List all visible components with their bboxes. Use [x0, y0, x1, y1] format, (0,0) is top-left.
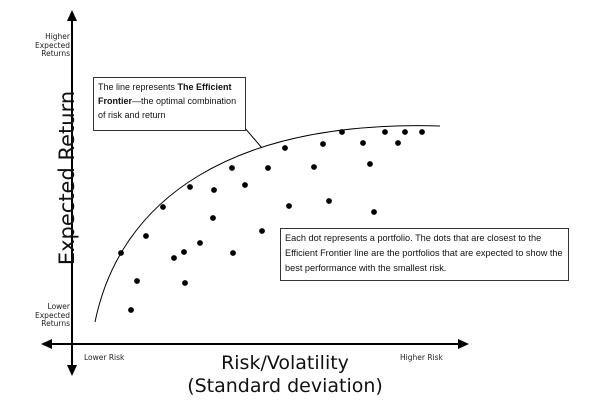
portfolio-dot: [230, 250, 236, 256]
portfolio-dot: [265, 165, 271, 171]
dots-callout: Each dot represents a portfolio. The dot…: [280, 228, 569, 281]
frontier-callout: The line represents The Efficient Fronti…: [93, 77, 246, 131]
portfolio-dot: [282, 145, 288, 151]
frontier-callout-prefix: The line represents: [98, 82, 178, 92]
portfolio-dot: [197, 240, 203, 246]
y-axis-arrow-up: [67, 10, 77, 21]
y-axis-arrow-down: [67, 365, 77, 376]
y-axis-bottom-label: Lower Expected Returns: [35, 302, 70, 328]
portfolio-dot: [182, 280, 188, 286]
portfolio-dot: [181, 249, 187, 255]
portfolio-dot: [229, 165, 235, 171]
portfolio-dot: [367, 161, 373, 167]
x-axis-title-line1: Risk/Volatility: [221, 352, 349, 374]
portfolio-dot: [187, 184, 193, 190]
portfolio-dot: [402, 129, 408, 135]
portfolio-dot: [360, 140, 366, 146]
y-axis-title: Expected Return: [55, 90, 79, 266]
portfolio-dot: [419, 129, 425, 135]
x-axis-arrow-left: [41, 339, 52, 349]
portfolio-dot: [211, 187, 217, 193]
frontier-callout-suffix: —the optimal combination of risk and ret…: [98, 96, 237, 120]
portfolio-dot: [286, 203, 292, 209]
portfolio-dot: [259, 228, 265, 234]
portfolio-dot: [134, 278, 140, 284]
portfolio-dot: [143, 233, 149, 239]
portfolio-dot: [210, 215, 216, 221]
portfolio-dot: [171, 255, 177, 261]
portfolio-dot: [311, 164, 317, 170]
x-axis-arrow-right: [458, 339, 469, 349]
portfolio-dot: [160, 204, 166, 210]
frontier-callout-bold: The Efficient Frontier: [98, 82, 232, 106]
portfolio-dot: [242, 182, 248, 188]
portfolio-dot: [320, 141, 326, 147]
x-axis-title-line2: (Standard deviation): [187, 375, 383, 397]
portfolio-dot: [371, 209, 377, 215]
x-axis-left-label: Lower Risk: [84, 353, 125, 362]
portfolio-dot: [118, 250, 124, 256]
y-axis-top-label: Higher Expected Returns: [35, 32, 70, 58]
portfolio-dot: [382, 129, 388, 135]
portfolio-dot: [128, 307, 134, 313]
portfolio-dots: [118, 129, 425, 313]
portfolio-dot: [339, 129, 345, 135]
efficient-frontier-curve: [94, 125, 441, 323]
portfolio-dot: [326, 198, 332, 204]
portfolio-dot: [395, 140, 401, 146]
x-axis-right-label: Higher Risk: [400, 353, 443, 362]
